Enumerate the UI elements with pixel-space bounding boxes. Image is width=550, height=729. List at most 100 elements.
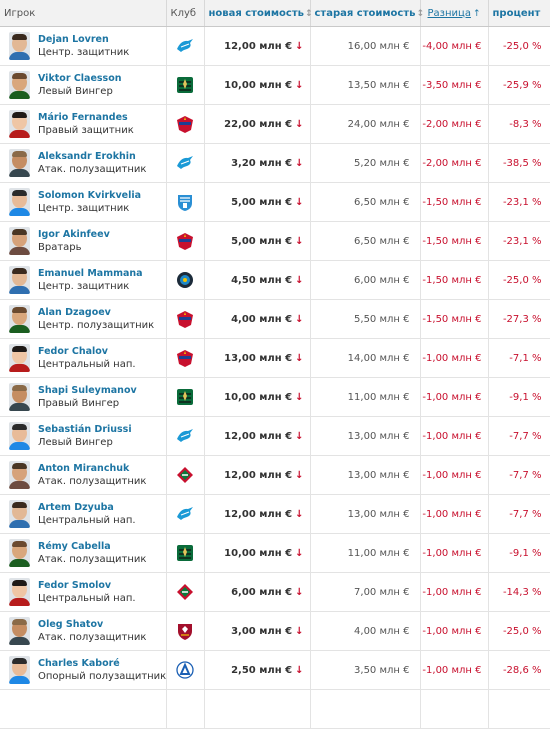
player-photo[interactable] [9,305,30,333]
table-row: Emanuel Mammana Центр. защитник 4,50 млн €… [0,260,550,300]
player-photo[interactable] [9,344,30,372]
player-cell: Igor Akinfeev Вратарь [0,221,167,261]
zenit-logo[interactable] [175,36,195,56]
sort-asc-icon[interactable]: ↑ [472,8,481,19]
header-old-value-label[interactable]: старая стоимость [314,7,416,19]
difference-cell: -2,00 млн € [420,143,489,183]
old-value: 5,20 млн € [354,157,410,169]
old-value-cell: 13,00 млн € [310,455,421,495]
header-difference[interactable]: Разница ↑ [420,0,489,27]
player-name-link[interactable]: Mário Fernandes [38,112,128,123]
header-old-value[interactable]: старая стоимость↕ [310,0,424,27]
difference-value: -1,50 млн € [422,196,482,208]
player-photo[interactable] [9,266,30,294]
player-photo[interactable] [9,110,30,138]
krasnodar-logo[interactable] [175,75,195,95]
player-photo[interactable] [9,422,30,450]
player-position: Центр. защитник [38,203,130,214]
new-value: 4,00 млн € [231,313,293,325]
player-photo[interactable] [9,500,30,528]
percent-value: -28,6 % [502,664,542,676]
player-name-link[interactable]: Emanuel Mammana [38,268,143,279]
player-name-link[interactable]: Aleksandr Erokhin [38,151,136,162]
difference-value: -1,00 млн € [422,469,482,481]
krasnodar-logo[interactable] [175,543,195,563]
player-position: Правый защитник [38,125,134,136]
player-name-link[interactable]: Artem Dzyuba [38,502,114,513]
header-new-value[interactable]: новая стоимость↕ [204,0,313,27]
player-photo[interactable] [9,656,30,684]
player-name-link[interactable]: Anton Miranchuk [38,463,130,474]
club-cell [166,416,205,456]
difference-value: -1,00 млн € [422,586,482,598]
difference-cell: -1,00 млн € [420,338,489,378]
new-value-cell: 12,00 млн € ↓ [204,416,311,456]
player-photo[interactable] [9,188,30,216]
difference-value: -1,00 млн € [422,508,482,520]
percent-cell: -23,1 % [488,221,550,261]
header-difference-label[interactable]: Разница [427,7,471,19]
cska-logo[interactable] [175,348,195,368]
percent-cell: -28,6 % [488,650,550,690]
sochi-logo[interactable] [175,270,195,290]
percent-cell: -9,1 % [488,533,550,573]
krasnodar-logo[interactable] [175,387,195,407]
percent-cell [488,689,550,729]
header-new-value-label[interactable]: новая стоимость [208,7,304,19]
player-name-link[interactable]: Solomon Kvirkvelia [38,190,142,201]
player-name-link[interactable]: Sebastián Driussi [38,424,132,435]
player-name-link[interactable]: Alan Dzagoev [38,307,111,318]
player-photo[interactable] [9,383,30,411]
player-name-link[interactable]: Oleg Shatov [38,619,104,630]
player-photo[interactable] [9,578,30,606]
header-percent-label[interactable]: процент [492,7,541,19]
percent-cell: -14,3 % [488,572,550,612]
player-name-link[interactable]: Fedor Chalov [38,346,108,357]
new-value: 3,20 млн € [231,157,293,169]
rubin-logo[interactable] [175,621,195,641]
down-arrow-icon: ↓ [295,196,304,208]
difference-cell: -1,50 млн € [420,260,489,300]
player-photo[interactable] [9,617,30,645]
club-cell [166,182,205,222]
difference-cell: -1,00 млн € [420,377,489,417]
cska-logo[interactable] [175,309,195,329]
zenit-logo[interactable] [175,504,195,524]
player-name-link[interactable]: Viktor Claesson [38,73,122,84]
cska-logo[interactable] [175,231,195,251]
new-value: 10,00 млн € [224,391,293,403]
sort-icon[interactable]: ↕ [304,8,313,19]
percent-cell: -25,0 % [488,260,550,300]
player-name-link[interactable]: Dejan Lovren [38,34,109,45]
new-value: 12,00 млн € [224,508,293,520]
player-name-link[interactable]: Charles Kaboré [38,658,120,669]
percent-value: -9,1 % [509,391,542,403]
player-photo[interactable] [9,539,30,567]
player-position: Атак. полузащитник [38,476,147,487]
percent-value: -7,7 % [509,469,542,481]
lokomotiv-logo[interactable] [175,465,195,485]
zenit-logo[interactable] [175,426,195,446]
player-photo[interactable] [9,149,30,177]
player-position: Центральный нап. [38,359,136,370]
club-cell [166,104,205,144]
player-name-link[interactable]: Rémy Cabella [38,541,111,552]
cska-logo[interactable] [175,114,195,134]
player-photo[interactable] [9,227,30,255]
header-player-label: Игрок [4,7,36,19]
zenit-logo[interactable] [175,153,195,173]
player-photo[interactable] [9,32,30,60]
player-name-link[interactable]: Fedor Smolov [38,580,112,591]
dynamo-logo[interactable] [175,660,195,680]
player-photo[interactable] [9,71,30,99]
player-name-link[interactable]: Igor Akinfeev [38,229,110,240]
difference-cell: -1,50 млн € [420,299,489,339]
player-photo[interactable] [9,461,30,489]
player-name-link[interactable]: Shapi Suleymanov [38,385,137,396]
sort-icon[interactable]: ↕ [416,8,425,19]
header-percent[interactable]: процент [488,0,550,27]
lokomotiv-logo[interactable] [175,582,195,602]
rotor-logo[interactable] [175,192,195,212]
player-position: Атак. полузащитник [38,632,147,643]
